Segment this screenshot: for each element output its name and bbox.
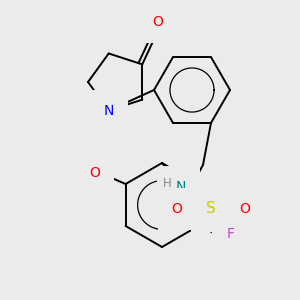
Text: N: N (103, 103, 114, 118)
Text: F: F (226, 227, 234, 241)
Text: S: S (206, 201, 216, 216)
Text: N: N (176, 180, 186, 194)
Text: O: O (240, 202, 250, 216)
Text: O: O (89, 166, 100, 180)
Text: H: H (163, 177, 171, 190)
Text: O: O (172, 202, 182, 216)
Text: O: O (152, 15, 163, 29)
